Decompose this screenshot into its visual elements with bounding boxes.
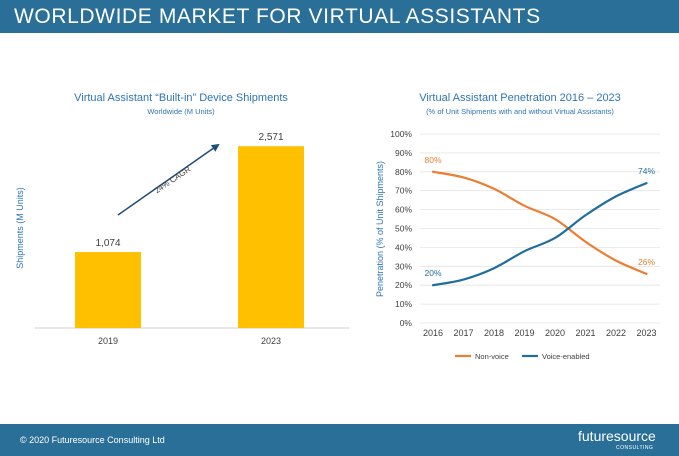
charts-area: Virtual Assistant “Built-in” Device Ship… bbox=[15, 92, 660, 361]
x-tick-label-2020: 2020 bbox=[545, 328, 565, 338]
y-tick-label-40%: 40% bbox=[395, 242, 412, 252]
x-tick-label-2016: 2016 bbox=[423, 328, 443, 338]
bar-category-label-2023: 2023 bbox=[261, 336, 281, 346]
logo-subtitle: CONSULTING bbox=[616, 445, 654, 451]
bar-value-label-2019: 1,074 bbox=[95, 238, 120, 249]
y-tick-label-90%: 90% bbox=[395, 148, 412, 158]
x-tick-label-2021: 2021 bbox=[575, 328, 595, 338]
x-tick-label-2017: 2017 bbox=[453, 328, 473, 338]
bar-chart-y-axis-label: Shipments (M Units) bbox=[15, 187, 25, 269]
y-tick-label-100%: 100% bbox=[390, 129, 412, 139]
y-tick-label-10%: 10% bbox=[395, 299, 412, 309]
line-chart-title: Virtual Assistant Penetration 2016 – 202… bbox=[419, 92, 621, 104]
futuresource-logo: futuresource CONSULTING bbox=[578, 428, 670, 452]
logo-wordmark: futuresource bbox=[578, 428, 656, 444]
legend-label-voice-enabled: Voice-enabled bbox=[542, 352, 590, 361]
cagr-annotation: 24% CAGR bbox=[153, 165, 192, 196]
line-chart-subtitle: (% of Unit Shipments with and without Vi… bbox=[426, 107, 614, 116]
line-chart-y-axis-label: Penetration (% of Unit Shipments) bbox=[375, 161, 385, 297]
y-tick-label-80%: 80% bbox=[395, 167, 412, 177]
endpoint-label-voice-enabled-end: 74% bbox=[638, 166, 655, 176]
copyright-text: © 2020 Futuresource Consulting Ltd bbox=[20, 435, 165, 445]
line-chart: Virtual Assistant Penetration 2016 – 202… bbox=[375, 92, 660, 361]
endpoint-label-voice-enabled-start: 20% bbox=[424, 268, 441, 278]
bar-2023 bbox=[238, 146, 304, 328]
bar-chart-title: Virtual Assistant “Built-in” Device Ship… bbox=[74, 92, 288, 104]
bar-value-label-2023: 2,571 bbox=[258, 132, 283, 143]
y-tick-label-20%: 20% bbox=[395, 280, 412, 290]
y-tick-label-50%: 50% bbox=[395, 224, 412, 234]
page-title: WORLDWIDE MARKET FOR VIRTUAL ASSISTANTS bbox=[14, 5, 541, 28]
endpoint-label-non-voice-start: 80% bbox=[424, 155, 441, 165]
x-tick-label-2023: 2023 bbox=[636, 328, 656, 338]
cagr-arrow bbox=[117, 143, 220, 216]
y-tick-label-60%: 60% bbox=[395, 205, 412, 215]
endpoint-label-non-voice-end: 26% bbox=[638, 257, 655, 267]
y-tick-label-70%: 70% bbox=[395, 186, 412, 196]
series-line-non-voice bbox=[431, 170, 648, 275]
x-tick-label-2018: 2018 bbox=[484, 328, 504, 338]
x-tick-label-2019: 2019 bbox=[514, 328, 534, 338]
y-tick-label-30%: 30% bbox=[395, 261, 412, 271]
series-line-voice-enabled bbox=[431, 182, 648, 287]
bar-category-label-2019: 2019 bbox=[98, 336, 118, 346]
bar-chart: Virtual Assistant “Built-in” Device Ship… bbox=[15, 92, 349, 346]
bar-2019 bbox=[75, 252, 141, 328]
title-bar: WORLDWIDE MARKET FOR VIRTUAL ASSISTANTS bbox=[0, 0, 679, 33]
y-tick-label-0%: 0% bbox=[400, 318, 413, 328]
footer-bar: © 2020 Futuresource Consulting Ltd futur… bbox=[0, 424, 679, 456]
x-tick-label-2022: 2022 bbox=[606, 328, 626, 338]
legend-label-non-voice: Non-voice bbox=[475, 352, 509, 361]
bar-chart-subtitle: Worldwide (M Units) bbox=[147, 107, 215, 116]
